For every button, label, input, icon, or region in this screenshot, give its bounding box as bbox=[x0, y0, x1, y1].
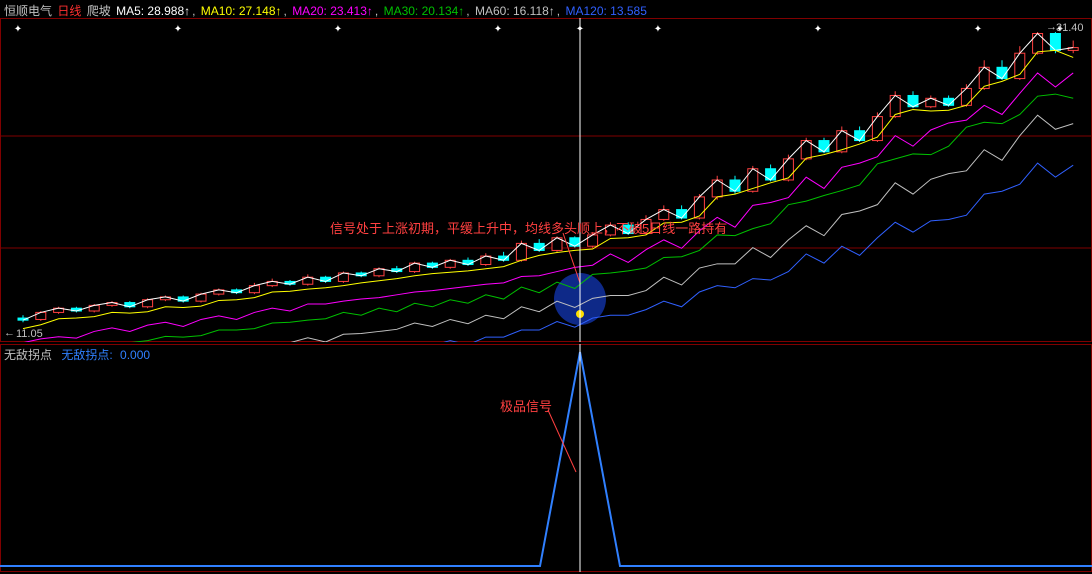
price-low-tag: 11.05 bbox=[16, 328, 43, 340]
indicator-value: 0.000 bbox=[120, 348, 150, 362]
period-label: 日线 bbox=[57, 4, 81, 18]
subtitle: 爬坡 bbox=[87, 4, 111, 18]
signal-annotation: 信号处于上涨初期，平缓上升中，均线多头顺上，不破5日线一路持有 bbox=[330, 218, 727, 237]
svg-text:✦: ✦ bbox=[814, 24, 822, 35]
ma-readout: MA5: 28.988↑ bbox=[116, 4, 190, 18]
svg-text:✦: ✦ bbox=[14, 24, 22, 35]
svg-text:✦: ✦ bbox=[494, 24, 502, 35]
viewport: 恒顺电气 日线 爬坡 MA5: 28.988↑, MA10: 27.148↑, … bbox=[0, 0, 1092, 574]
ma-readout: MA60: 16.118↑ bbox=[475, 4, 555, 18]
svg-text:✦: ✦ bbox=[974, 24, 982, 35]
ma-block: MA5: 28.988↑, MA10: 27.148↑, MA20: 23.41… bbox=[116, 4, 649, 18]
ma-readout: MA30: 20.134↑ bbox=[384, 4, 465, 18]
ma-readout: MA120: 13.585 bbox=[565, 4, 646, 18]
header: 恒顺电气 日线 爬坡 MA5: 28.988↑, MA10: 27.148↑, … bbox=[4, 2, 651, 19]
svg-text:←: ← bbox=[4, 327, 15, 339]
stock-name: 恒顺电气 bbox=[4, 4, 52, 18]
svg-text:✦: ✦ bbox=[174, 24, 182, 35]
indicator-value-label: 无敌拐点: bbox=[61, 348, 112, 362]
indicator-header: 无敌拐点 无敌拐点: 0.000 bbox=[4, 346, 150, 363]
svg-text:✦: ✦ bbox=[334, 24, 342, 35]
ma-readout: MA10: 27.148↑ bbox=[201, 4, 282, 18]
indicator-title: 无敌拐点 bbox=[4, 348, 52, 362]
price-high-tag: 31.40 bbox=[1056, 22, 1084, 34]
ma-readout: MA20: 23.413↑ bbox=[292, 4, 373, 18]
svg-text:✦: ✦ bbox=[654, 24, 662, 35]
indicator-chart[interactable] bbox=[0, 344, 1092, 572]
price-chart[interactable]: ✦✦✦✦✦✦✦✦✦←→ bbox=[0, 18, 1092, 342]
indicator-annotation: 极品信号 bbox=[500, 396, 552, 415]
